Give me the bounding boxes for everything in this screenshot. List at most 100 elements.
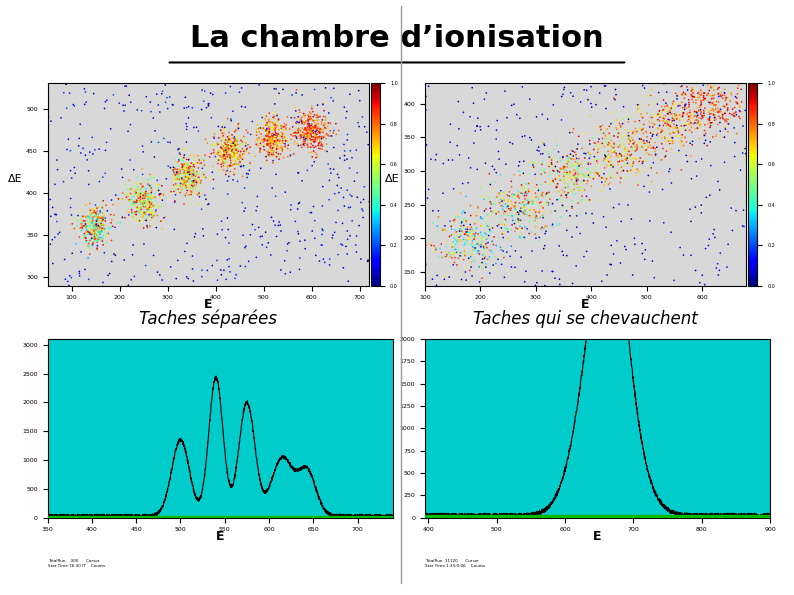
Point	[83, 242, 96, 251]
Point	[523, 209, 536, 218]
Point	[123, 195, 136, 205]
Point	[137, 189, 150, 199]
Point	[128, 198, 141, 207]
Point	[464, 250, 477, 260]
Point	[572, 154, 585, 164]
Text: TotalRun  11120      Cursor
Star Time 1.33:0:06    Counts: TotalRun 11120 Cursor Star Time 1.33:0:0…	[425, 559, 485, 568]
Point	[229, 150, 241, 159]
Point	[501, 211, 514, 220]
Point	[263, 133, 276, 143]
Point	[91, 214, 104, 224]
Point	[80, 221, 93, 231]
Point	[90, 220, 102, 230]
Point	[335, 239, 348, 249]
Point	[133, 188, 145, 198]
Point	[519, 206, 532, 215]
Point	[129, 198, 141, 207]
Point	[250, 130, 263, 140]
Point	[267, 136, 279, 146]
Point	[298, 134, 310, 144]
Point	[725, 88, 738, 98]
Point	[455, 221, 468, 231]
Point	[420, 140, 433, 150]
Point	[324, 126, 337, 136]
Point	[85, 210, 98, 220]
Point	[144, 98, 156, 107]
Point	[688, 107, 701, 117]
Point	[534, 206, 546, 215]
Point	[548, 145, 561, 155]
Point	[270, 125, 283, 134]
Point	[281, 112, 294, 122]
Point	[558, 168, 571, 177]
Point	[631, 104, 644, 114]
Point	[179, 181, 192, 190]
Point	[230, 148, 243, 158]
Point	[710, 263, 723, 273]
Point	[119, 190, 132, 200]
Point	[518, 201, 530, 210]
Point	[572, 156, 584, 166]
Point	[503, 200, 516, 209]
Point	[216, 120, 229, 129]
Point	[120, 192, 133, 202]
Point	[598, 81, 611, 90]
Point	[315, 240, 328, 250]
Point	[705, 118, 718, 127]
Point	[511, 208, 524, 218]
Point	[310, 130, 322, 140]
Point	[440, 242, 453, 251]
Point	[311, 101, 324, 110]
Point	[256, 124, 269, 133]
Point	[272, 149, 285, 159]
Point	[658, 132, 671, 142]
Point	[260, 134, 272, 144]
Point	[306, 112, 319, 121]
Point	[622, 117, 634, 127]
Point	[310, 129, 322, 139]
Point	[522, 197, 535, 206]
Point	[279, 256, 291, 265]
Point	[643, 216, 656, 226]
Point	[134, 184, 147, 194]
Point	[700, 193, 713, 202]
Point	[498, 220, 511, 229]
Point	[468, 256, 481, 265]
Point	[318, 120, 331, 129]
Point	[224, 136, 237, 145]
Point	[327, 143, 340, 152]
Point	[671, 94, 684, 104]
Point	[445, 221, 457, 231]
Point	[293, 265, 306, 274]
Point	[748, 111, 761, 121]
Point	[589, 169, 602, 178]
Point	[363, 197, 376, 206]
Point	[177, 168, 190, 178]
Point	[98, 248, 110, 258]
Point	[464, 252, 477, 262]
Point	[720, 114, 733, 124]
Point	[81, 227, 94, 236]
Point	[287, 122, 299, 131]
Point	[212, 155, 225, 165]
Point	[140, 187, 152, 196]
Point	[58, 255, 71, 264]
Point	[232, 119, 245, 129]
Point	[675, 121, 688, 131]
Point	[97, 214, 110, 223]
Point	[272, 145, 284, 154]
Point	[600, 174, 613, 184]
Point	[441, 247, 453, 256]
Point	[106, 215, 118, 224]
Point	[486, 262, 499, 271]
Point	[229, 159, 242, 169]
Point	[315, 137, 328, 147]
Point	[265, 139, 278, 148]
Point	[150, 186, 163, 195]
Point	[265, 134, 278, 144]
Point	[583, 154, 596, 163]
Point	[545, 176, 557, 185]
Point	[269, 127, 282, 137]
Point	[129, 195, 142, 205]
Point	[332, 206, 345, 215]
